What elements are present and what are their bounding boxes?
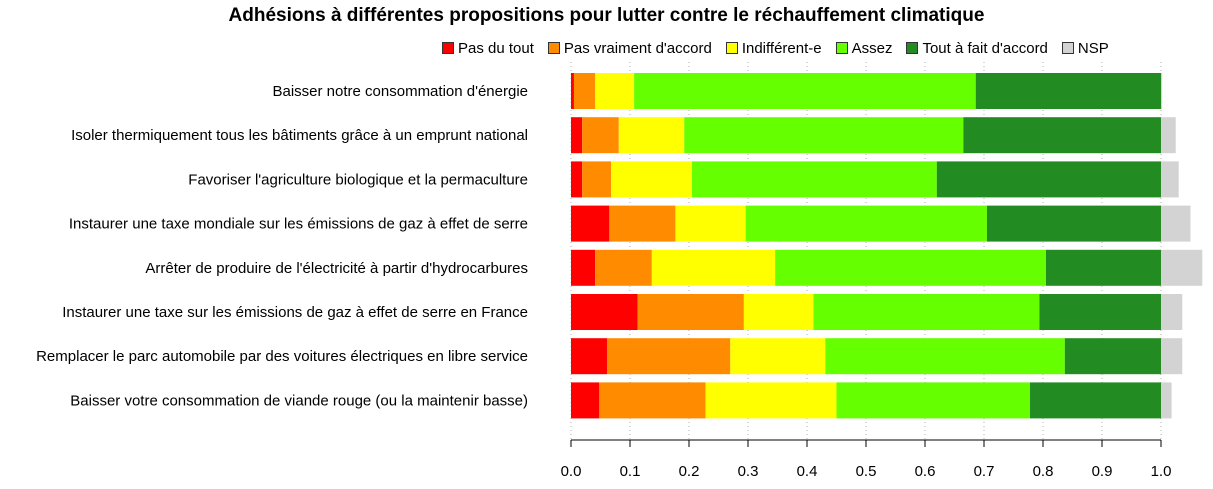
x-tick-label: 0.3 xyxy=(738,463,759,480)
bar-segment: Favoriser l'agriculture biologique et la… xyxy=(582,161,612,198)
bar-segment: Isoler thermiquement tous les bâtiments … xyxy=(582,117,619,154)
bar-segment: Baisser notre consommation d'énergie — T… xyxy=(975,73,1161,109)
bar-segment: Instaurer une taxe sur les émissions de … xyxy=(813,294,1040,330)
bar-segment: Instaurer une taxe sur les émissions de … xyxy=(637,294,744,330)
bar-segment: Arrêter de produire de l'électricité à p… xyxy=(1045,249,1161,286)
bar-segment: Remplacer le parc automobile par des voi… xyxy=(1064,338,1161,375)
legend-swatch xyxy=(1061,42,1074,54)
bar-segment: Favoriser l'agriculture biologique et la… xyxy=(1161,161,1179,198)
bar-segment: Baisser votre consommation de viande rou… xyxy=(599,382,706,419)
bar-segment: Instaurer une taxe mondiale sur les émis… xyxy=(745,205,987,242)
legend-swatch xyxy=(835,42,848,54)
legend: Pas du tout Pas vraiment d'accord Indiffér… xyxy=(442,38,1123,58)
bar-segment: Baisser votre consommation de viande rou… xyxy=(571,382,600,419)
bar-segment: Instaurer une taxe sur les émissions de … xyxy=(1039,294,1161,330)
category-label: Remplacer le parc automobile par des voi… xyxy=(36,348,528,365)
bar-segment: Arrêter de produire de l'électricité à p… xyxy=(651,249,776,286)
category-label: Isoler thermiquement tous les bâtiments … xyxy=(71,127,528,144)
category-label: Instaurer une taxe sur les émissions de … xyxy=(62,304,528,321)
bar-segment: Instaurer une taxe mondiale sur les émis… xyxy=(609,205,676,242)
bar-segment: Arrêter de produire de l'électricité à p… xyxy=(775,249,1046,286)
x-tick-label: 0.1 xyxy=(620,463,641,480)
bar-segment: Instaurer une taxe sur les émissions de … xyxy=(1161,294,1183,330)
legend-item: Pas vraiment d'accord xyxy=(547,39,712,57)
x-tick-label: 0.9 xyxy=(1092,463,1113,480)
bar-segment: Baisser notre consommation d'énergie — P… xyxy=(573,73,596,109)
bar-segment: Instaurer une taxe mondiale sur les émis… xyxy=(571,205,610,242)
bar-segment: Baisser notre consommation d'énergie — P… xyxy=(571,73,574,109)
bar-segment: Isoler thermiquement tous les bâtiments … xyxy=(571,117,583,154)
bar-segment: Favoriser l'agriculture biologique et la… xyxy=(571,161,583,198)
bar-segment: Isoler thermiquement tous les bâtiments … xyxy=(618,117,685,154)
legend-label: Assez xyxy=(851,39,893,57)
bar-segment: Instaurer une taxe mondiale sur les émis… xyxy=(675,205,746,242)
bar-segment: Favoriser l'agriculture biologique et la… xyxy=(691,161,937,198)
bar-segment: Remplacer le parc automobile par des voi… xyxy=(606,338,731,375)
x-tick-label: 0.8 xyxy=(1033,463,1054,480)
legend-item: Tout à fait d'accord xyxy=(906,39,1048,57)
bar-segment: Isoler thermiquement tous les bâtiments … xyxy=(1161,117,1176,154)
chart-title: Adhésions à différentes propositions pou… xyxy=(228,5,985,26)
bar-segment: Baisser votre consommation de viande rou… xyxy=(836,382,1031,419)
category-label: Favoriser l'agriculture biologique et la… xyxy=(188,171,528,188)
category-label: Instaurer une taxe mondiale sur les émis… xyxy=(69,216,528,233)
legend-item: Assez xyxy=(835,39,893,57)
bar-segment: Baisser notre consommation d'énergie — A… xyxy=(634,73,976,109)
bar-segment: Instaurer une taxe mondiale sur les émis… xyxy=(986,205,1161,242)
x-tick-label: 0.7 xyxy=(974,463,995,480)
category-label: Baisser notre consommation d'énergie xyxy=(273,83,529,100)
bar-segment: Baisser notre consommation d'énergie — I… xyxy=(595,73,635,109)
legend-swatch xyxy=(547,42,560,54)
bar-segment: Arrêter de produire de l'électricité à p… xyxy=(571,249,596,286)
bar-segment: Instaurer une taxe mondiale sur les émis… xyxy=(1161,205,1191,242)
bar-segment: Instaurer une taxe sur les émissions de … xyxy=(571,294,638,330)
x-tick-label: 0.0 xyxy=(561,463,582,480)
bar-segment: Baisser notre consommation d'énergie — N… xyxy=(1161,73,1163,109)
bar-segment: Arrêter de produire de l'électricité à p… xyxy=(1161,249,1203,286)
x-tick-label: 0.6 xyxy=(915,463,936,480)
legend-item: Indifférent-e xyxy=(725,39,822,57)
bar-segment: Baisser votre consommation de viande rou… xyxy=(705,382,837,419)
legend-swatch xyxy=(442,42,454,54)
legend-swatch xyxy=(906,42,919,54)
bar-segment: Remplacer le parc automobile par des voi… xyxy=(571,338,607,375)
bar-segment: Baisser votre consommation de viande rou… xyxy=(1161,382,1172,419)
x-tick-label: 0.2 xyxy=(679,463,700,480)
bar-segment: Arrêter de produire de l'électricité à p… xyxy=(595,249,652,286)
bar-segment: Favoriser l'agriculture biologique et la… xyxy=(611,161,692,198)
legend-label: Tout à fait d'accord xyxy=(922,39,1048,57)
legend-label: Indifférent-e xyxy=(741,39,822,57)
legend-label: NSP xyxy=(1077,39,1109,57)
bar-segment: Isoler thermiquement tous les bâtiments … xyxy=(684,117,964,154)
x-tick-label: 1.0 xyxy=(1151,463,1172,480)
category-label: Baisser votre consommation de viande rou… xyxy=(70,392,528,409)
bar-segment: Favoriser l'agriculture biologique et la… xyxy=(936,161,1161,198)
bar-segment: Remplacer le parc automobile par des voi… xyxy=(825,338,1065,375)
bar-segment: Instaurer une taxe sur les émissions de … xyxy=(743,294,814,330)
bar-segment: Isoler thermiquement tous les bâtiments … xyxy=(963,117,1161,154)
category-label: Arrêter de produire de l'électricité à p… xyxy=(145,260,528,277)
legend-item: Pas du tout xyxy=(442,40,534,57)
legend-label: Pas du tout xyxy=(458,39,534,57)
legend-label: Pas vraiment d'accord xyxy=(563,39,712,57)
bar-segment: Remplacer le parc automobile par des voi… xyxy=(730,338,826,375)
bar-segment: Remplacer le parc automobile par des voi… xyxy=(1161,338,1183,375)
bar-segment: Baisser votre consommation de viande rou… xyxy=(1030,382,1161,419)
legend-item: NSP xyxy=(1061,39,1109,57)
x-tick-label: 0.5 xyxy=(856,463,877,480)
x-tick-label: 0.4 xyxy=(797,463,818,480)
legend-swatch xyxy=(725,42,738,54)
